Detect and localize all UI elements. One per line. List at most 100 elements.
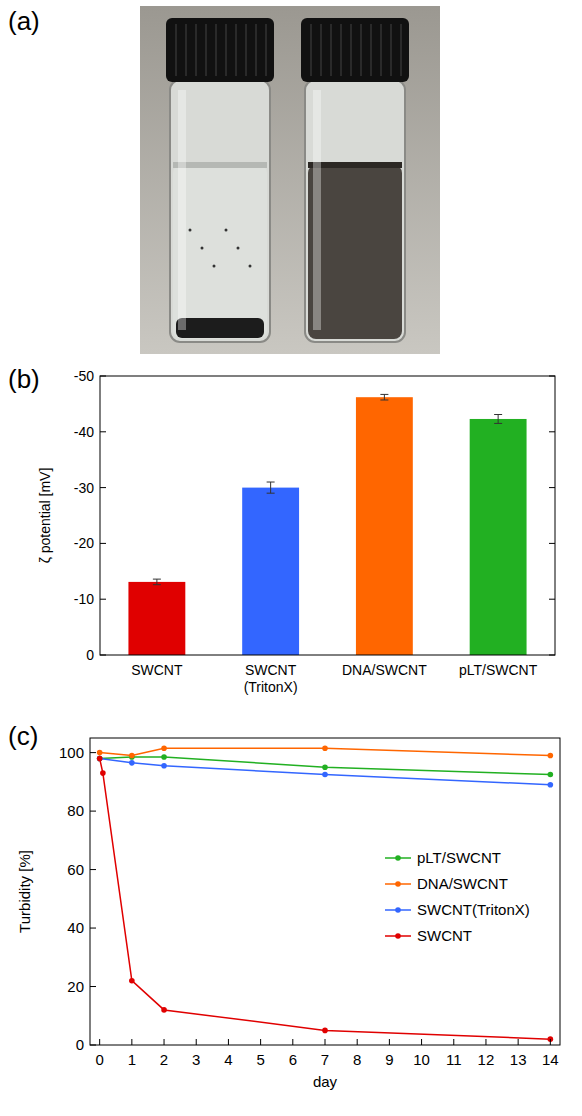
- x-tick: [389, 1039, 390, 1045]
- y-tick: [90, 869, 96, 870]
- y-tick: [100, 487, 106, 488]
- cap-ridge: [380, 24, 382, 76]
- x-tick-label: 2: [160, 1051, 168, 1068]
- y-tick: [549, 599, 555, 600]
- cap-ridge: [175, 24, 177, 76]
- vial-cap: [301, 18, 409, 82]
- vial-liquid: [308, 165, 402, 339]
- y-tick-label: -30: [74, 480, 94, 496]
- error-cap: [494, 423, 502, 424]
- vial-sediment: [176, 318, 264, 338]
- point: [548, 772, 554, 778]
- point: [97, 756, 103, 762]
- y-tick: [100, 543, 106, 544]
- error-cap: [153, 584, 161, 585]
- error-stem: [384, 394, 385, 400]
- vial: [301, 18, 409, 342]
- y-tick-label: 60: [67, 861, 84, 878]
- plot-frame: [90, 738, 560, 1045]
- error-cap: [380, 394, 388, 395]
- y-tick: [90, 811, 96, 812]
- x-tick-label: 3: [192, 1051, 200, 1068]
- x-tick: [292, 1039, 293, 1045]
- legend-label: SWCNT: [417, 927, 472, 944]
- y-tick: [90, 1045, 96, 1046]
- error-cap: [267, 493, 275, 494]
- cap-ridge: [215, 24, 217, 76]
- error-stem: [270, 482, 271, 493]
- vial-highlight: [313, 90, 321, 330]
- vial-glass: [305, 80, 405, 342]
- point: [97, 750, 103, 756]
- y-tick: [549, 431, 555, 432]
- y-tick-label: 0: [76, 1036, 84, 1053]
- y-tick: [100, 599, 106, 600]
- cap-ridge: [330, 24, 332, 76]
- point: [161, 754, 167, 760]
- vial-particle: [213, 265, 216, 268]
- series-line: [100, 758, 551, 784]
- vial-particle: [225, 229, 228, 232]
- category-label: SWCNT: [131, 662, 183, 678]
- error-cap: [267, 482, 275, 483]
- x-tick: [131, 1039, 132, 1045]
- x-tick-label: 13: [510, 1051, 527, 1068]
- label-line: DNA/SWCNT: [342, 662, 427, 678]
- error-stem: [156, 579, 157, 585]
- point: [548, 782, 554, 788]
- panel-letter: (c): [8, 721, 38, 751]
- cap-ridge: [205, 24, 207, 76]
- category-label: DNA/SWCNT: [342, 662, 427, 678]
- x-tick: [99, 1039, 100, 1045]
- x-tick: [421, 1039, 422, 1045]
- legend-label: pLT/SWCNT: [417, 849, 501, 866]
- y-axis-title: Turbidity [%]: [16, 850, 33, 933]
- y-tick-label: 100: [59, 744, 84, 761]
- category-label: pLT/SWCNT: [459, 662, 538, 678]
- point: [129, 760, 135, 766]
- cap-ridge: [195, 24, 197, 76]
- label-line: (TritonX): [244, 679, 298, 695]
- y-tick-label: -20: [74, 535, 94, 551]
- x-tick-label: 1: [128, 1051, 136, 1068]
- x-tick-label: 7: [321, 1051, 329, 1068]
- cap-ridge: [310, 24, 312, 76]
- x-tick: [228, 1039, 229, 1045]
- error-bar: [153, 579, 161, 585]
- x-tick: [164, 1039, 165, 1045]
- vial-glass: [170, 80, 270, 342]
- point: [322, 764, 328, 770]
- point: [129, 753, 135, 759]
- vial-meniscus: [173, 162, 267, 168]
- x-tick-label: 9: [385, 1051, 393, 1068]
- series-line: [100, 758, 551, 1039]
- point: [548, 753, 554, 759]
- point: [100, 770, 106, 776]
- vial-particle: [201, 247, 204, 250]
- error-cap: [494, 414, 502, 415]
- cap-ridge: [320, 24, 322, 76]
- lines: [97, 745, 553, 1042]
- bar: [242, 488, 299, 655]
- x-tick-label: 14: [542, 1051, 559, 1068]
- point: [97, 756, 103, 762]
- legend-marker: [395, 855, 401, 861]
- bar: [356, 397, 413, 655]
- point: [97, 756, 103, 762]
- label-line: SWCNT: [131, 662, 183, 678]
- legend-marker: [395, 881, 401, 887]
- x-tick: [485, 1039, 486, 1045]
- panel-letter: (a): [8, 6, 40, 36]
- y-tick: [549, 655, 555, 656]
- error-bar: [267, 482, 275, 493]
- cap-ridge: [225, 24, 227, 76]
- x-tick: [357, 1039, 358, 1045]
- y-tick: [90, 928, 96, 929]
- point: [322, 772, 328, 778]
- y-tick-label: 80: [67, 802, 84, 819]
- y-tick-label: -40: [74, 424, 94, 440]
- label-line: pLT/SWCNT: [459, 662, 538, 678]
- panel-letter: (b): [8, 364, 40, 394]
- cap-ridge: [340, 24, 342, 76]
- vial: [166, 18, 274, 342]
